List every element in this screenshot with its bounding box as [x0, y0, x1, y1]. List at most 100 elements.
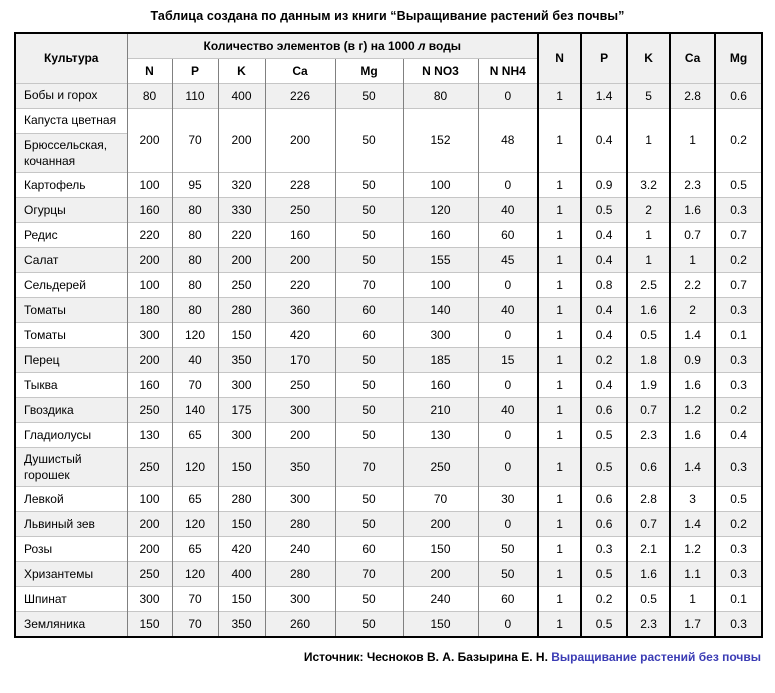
table-row: Хризантемы 250 120 400 280 70 200 50 1 0.5 1.6 1.1 0…: [14, 561, 763, 587]
table-cell: 200: [264, 246, 335, 273]
table-cell: 50: [334, 346, 403, 373]
table-cell: 200: [126, 246, 172, 273]
table-cell: 0.3: [714, 536, 763, 562]
table-cell: 100: [402, 271, 478, 298]
table-cell: 0.4: [580, 107, 628, 173]
table-cell: 80: [402, 82, 478, 108]
table-cell: 200: [264, 421, 335, 448]
table-cell: 1: [537, 221, 582, 248]
table-cell: 200: [217, 246, 265, 273]
table-cell: 0: [477, 321, 539, 348]
table-cell: 1: [537, 107, 582, 173]
table-cell: 50: [334, 371, 403, 398]
table-row: Шпинат 300 70 150 300 50 240 60 1 0.2 0.5 1 0.1: [14, 586, 763, 612]
table-cell: 150: [402, 611, 478, 637]
table-cell: 120: [171, 321, 218, 348]
row-label: Томаты: [14, 296, 127, 323]
table-cell: 330: [217, 196, 265, 223]
table-cell: 0.2: [714, 396, 763, 423]
table-cell: 50: [477, 536, 539, 562]
table-cell: 175: [217, 396, 265, 423]
table-cell: 185: [402, 346, 478, 373]
table-cell: 0.7: [669, 221, 716, 248]
table-cell: 0.4: [580, 221, 628, 248]
table-cell: 300: [126, 586, 172, 612]
table-cell: 50: [334, 221, 403, 248]
table-cell: 210: [402, 396, 478, 423]
table-cell: 1: [537, 371, 582, 398]
table-cell: 2.2: [669, 271, 716, 298]
table-cell: 150: [217, 446, 265, 487]
table-cell: 100: [126, 271, 172, 298]
table-cell: 80: [171, 246, 218, 273]
table-cell: 150: [217, 321, 265, 348]
table-cell: 320: [217, 171, 265, 198]
column-group-header-elements: Количество элементов (в г) на 1000 л вод…: [126, 32, 539, 58]
table-cell: 1: [669, 586, 716, 612]
table-cell: 2: [626, 196, 671, 223]
table-cell: 160: [126, 371, 172, 398]
table-cell: 150: [402, 536, 478, 562]
table-cell: 1.4: [669, 511, 716, 537]
table-cell: 350: [264, 446, 335, 487]
row-label: Сельдерей: [14, 271, 127, 298]
table-cell: 70: [171, 371, 218, 398]
table-cell: 170: [264, 346, 335, 373]
table-cell: 0.5: [714, 171, 763, 198]
table-cell: 0.5: [626, 321, 671, 348]
table-cell: 220: [217, 221, 265, 248]
table-cell: 0.5: [580, 421, 628, 448]
table-cell: 0.5: [580, 196, 628, 223]
table-cell: 70: [334, 561, 403, 587]
table-cell: 160: [402, 371, 478, 398]
table-cell: 80: [171, 196, 218, 223]
table-cell: 120: [171, 511, 218, 537]
table-cell: 1.6: [626, 296, 671, 323]
table-cell: 1: [537, 346, 582, 373]
source-link[interactable]: Выращивание растений без почвы: [551, 649, 761, 664]
table-cell: 110: [171, 82, 218, 108]
column-header-ratio-mg: Mg: [714, 32, 763, 83]
table-cell: 50: [334, 196, 403, 223]
table-row: Тыква 160 70 300 250 50 160 0 1 0.4 1.9 1.6 0.3: [14, 371, 763, 398]
group-header-text: Количество элементов (в г) на 1000: [203, 38, 418, 53]
table-cell: 150: [217, 511, 265, 537]
table-cell: 0.7: [626, 511, 671, 537]
table-cell: 155: [402, 246, 478, 273]
table-cell: 150: [217, 586, 265, 612]
table-cell: 0.6: [714, 82, 763, 108]
table-cell: 1.6: [626, 561, 671, 587]
column-header-ca: Ca: [264, 57, 335, 83]
table-cell: 1.8: [626, 346, 671, 373]
table-cell: 80: [171, 221, 218, 248]
table-cell: 1: [626, 221, 671, 248]
row-label: Розы: [14, 536, 127, 562]
table-cell: 0.3: [714, 296, 763, 323]
row-label: Гладиолусы: [14, 421, 127, 448]
header-row-1: Культура Количество элементов (в г) на 1…: [14, 32, 763, 83]
table-cell: 1: [626, 246, 671, 273]
table-row: Розы 200 65 420 240 60 150 50 1 0.3 2.1 1.2 0.3: [14, 536, 763, 562]
table-cell: 0.5: [626, 586, 671, 612]
row-label: Перец: [14, 346, 127, 373]
table-cell: 0: [477, 611, 539, 637]
table-cell: 100: [402, 171, 478, 198]
table-cell: 30: [477, 486, 539, 512]
table-cell: 0.2: [714, 246, 763, 273]
table-cell: 40: [477, 196, 539, 223]
table-cell: 0.2: [580, 346, 628, 373]
table-cell: 0.4: [580, 246, 628, 273]
table-cell: 0.8: [580, 271, 628, 298]
table-cell: 130: [126, 421, 172, 448]
row-label: Земляника: [14, 611, 127, 637]
table-cell: 1.4: [669, 321, 716, 348]
table-cell: 0.3: [714, 371, 763, 398]
table-cell: 70: [171, 586, 218, 612]
table-cell: 200: [264, 107, 335, 173]
table-cell: 50: [334, 586, 403, 612]
group-header-unit: л: [418, 38, 426, 53]
table-cell: 1: [537, 171, 582, 198]
table-cell: 1: [669, 107, 716, 173]
table-cell: 250: [264, 196, 335, 223]
table-cell: 50: [334, 396, 403, 423]
